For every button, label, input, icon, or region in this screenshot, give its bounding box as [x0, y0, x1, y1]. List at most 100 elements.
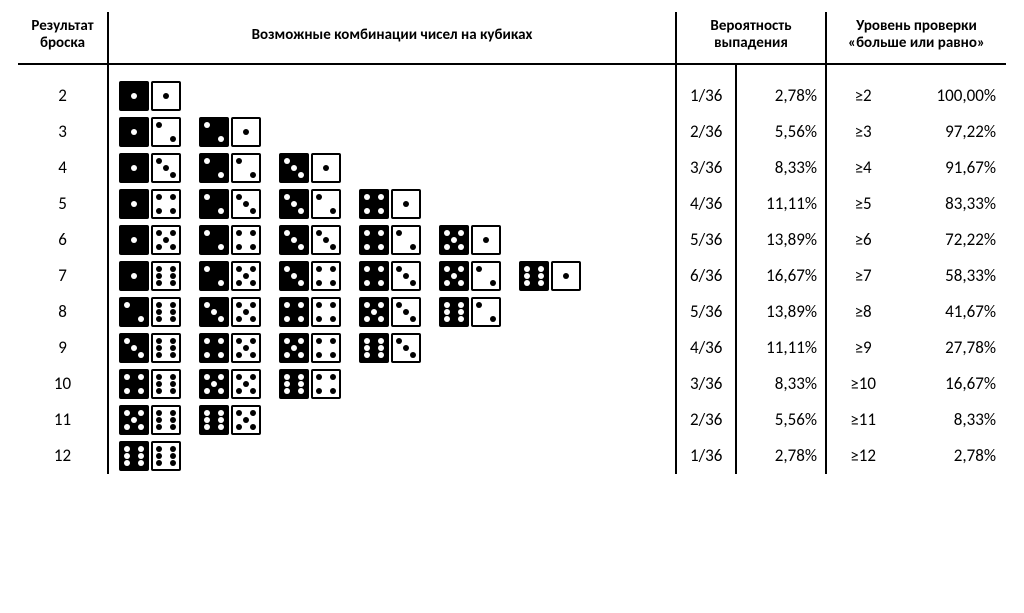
black-die-4 — [279, 297, 309, 327]
white-die-2 — [231, 153, 261, 183]
probability-fraction: 2/36 — [676, 114, 736, 150]
dice-pair — [119, 369, 181, 399]
black-die-3 — [279, 189, 309, 219]
header-probability: Вероятностьвыпадения — [676, 12, 826, 64]
dice-probability-table: Результатброска Возможные комбинации чис… — [18, 12, 1006, 474]
dice-pair — [119, 297, 181, 327]
black-die-2 — [199, 225, 229, 255]
table-row: 76/3616,67%≥758,33% — [18, 258, 1006, 294]
dice-pair — [119, 153, 181, 183]
result-value: 4 — [18, 150, 108, 186]
dice-pair — [119, 333, 181, 363]
check-threshold: ≥7 — [826, 258, 895, 294]
check-percent: 8,33% — [895, 402, 1006, 438]
dice-pair — [279, 369, 341, 399]
white-die-6 — [151, 405, 181, 435]
combinations-cell — [108, 402, 676, 438]
black-die-5 — [439, 261, 469, 291]
dice-pair — [279, 225, 341, 255]
probability-percent: 2,78% — [736, 78, 826, 114]
black-die-2 — [199, 153, 229, 183]
dice-pair — [279, 153, 341, 183]
check-threshold: ≥4 — [826, 150, 895, 186]
white-die-5 — [151, 225, 181, 255]
check-percent: 72,22% — [895, 222, 1006, 258]
white-die-1 — [391, 189, 421, 219]
black-die-4 — [119, 369, 149, 399]
combinations-cell — [108, 114, 676, 150]
black-die-2 — [199, 117, 229, 147]
black-die-3 — [199, 297, 229, 327]
dice-pair — [359, 225, 421, 255]
dice-pair — [439, 261, 501, 291]
probability-percent: 5,56% — [736, 402, 826, 438]
check-threshold: ≥9 — [826, 330, 895, 366]
black-die-5 — [439, 225, 469, 255]
dice-pair — [279, 333, 341, 363]
black-die-1 — [119, 117, 149, 147]
dice-pair — [119, 189, 181, 219]
result-value: 12 — [18, 438, 108, 474]
result-value: 9 — [18, 330, 108, 366]
dice-pair — [199, 297, 261, 327]
white-die-2 — [471, 261, 501, 291]
white-die-4 — [151, 189, 181, 219]
black-die-3 — [279, 225, 309, 255]
dice-pair — [199, 333, 261, 363]
white-die-3 — [391, 261, 421, 291]
black-die-6 — [119, 441, 149, 471]
black-die-6 — [439, 297, 469, 327]
combinations-cell — [108, 294, 676, 330]
black-die-5 — [359, 297, 389, 327]
white-die-2 — [391, 225, 421, 255]
black-die-5 — [119, 405, 149, 435]
white-die-6 — [151, 261, 181, 291]
black-die-1 — [119, 189, 149, 219]
result-value: 2 — [18, 78, 108, 114]
dice-pair — [119, 81, 181, 111]
black-die-6 — [359, 333, 389, 363]
check-threshold: ≥3 — [826, 114, 895, 150]
white-die-1 — [311, 153, 341, 183]
dice-pair — [199, 153, 261, 183]
white-die-5 — [231, 405, 261, 435]
white-die-2 — [151, 117, 181, 147]
white-die-3 — [231, 189, 261, 219]
dice-pair — [439, 297, 501, 327]
combinations-cell — [108, 78, 676, 114]
black-die-2 — [199, 261, 229, 291]
white-die-3 — [151, 153, 181, 183]
black-die-1 — [119, 261, 149, 291]
probability-percent: 13,89% — [736, 294, 826, 330]
dice-pair — [199, 405, 261, 435]
dice-pair — [439, 225, 501, 255]
probability-percent: 5,56% — [736, 114, 826, 150]
table-row: 94/3611,11%≥927,78% — [18, 330, 1006, 366]
probability-percent: 11,11% — [736, 186, 826, 222]
probability-fraction: 3/36 — [676, 366, 736, 402]
black-die-2 — [119, 297, 149, 327]
check-percent: 27,78% — [895, 330, 1006, 366]
probability-fraction: 6/36 — [676, 258, 736, 294]
white-die-3 — [391, 333, 421, 363]
white-die-6 — [151, 297, 181, 327]
check-percent: 2,78% — [895, 438, 1006, 474]
result-value: 6 — [18, 222, 108, 258]
dice-pair — [199, 225, 261, 255]
check-percent: 83,33% — [895, 186, 1006, 222]
combinations-cell — [108, 150, 676, 186]
probability-fraction: 5/36 — [676, 222, 736, 258]
black-die-6 — [279, 369, 309, 399]
probability-percent: 16,67% — [736, 258, 826, 294]
black-die-1 — [119, 81, 149, 111]
probability-fraction: 1/36 — [676, 438, 736, 474]
check-threshold: ≥2 — [826, 78, 895, 114]
result-value: 10 — [18, 366, 108, 402]
dice-pair — [199, 117, 261, 147]
white-die-5 — [231, 261, 261, 291]
black-die-3 — [119, 333, 149, 363]
white-die-5 — [231, 297, 261, 327]
white-die-4 — [231, 225, 261, 255]
probability-fraction: 5/36 — [676, 294, 736, 330]
probability-percent: 8,33% — [736, 366, 826, 402]
